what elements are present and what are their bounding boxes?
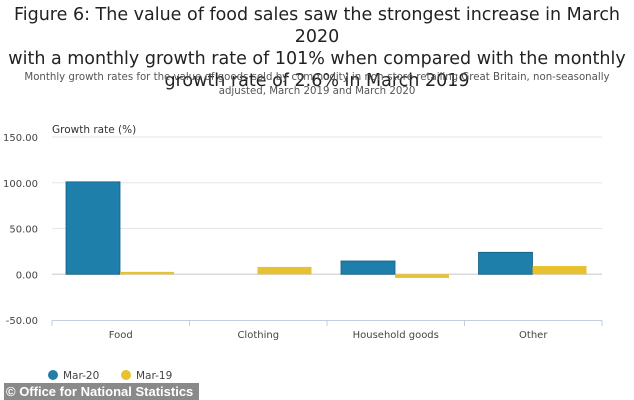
- y-axis-label: Growth rate (%): [52, 124, 136, 136]
- subtitle-line: Monthly growth rates for the value of go…: [24, 72, 610, 83]
- x-tick-label: Clothing: [237, 330, 279, 341]
- bar-mar-20-other: [478, 251, 533, 275]
- legend-marker: [121, 370, 131, 380]
- y-tick-label: 100.00: [3, 179, 38, 190]
- title-line: Figure 6: The value of food sales saw th…: [13, 5, 621, 47]
- bar-mar-19-food: [120, 271, 174, 275]
- legend-marker: [48, 370, 58, 380]
- bar-mar-20-household-goods: [340, 260, 396, 275]
- credit-label: © Office for National Statistics: [4, 383, 200, 400]
- y-axis-ticks: 150.00 100.00 50.00 0.00 -50.00: [3, 133, 38, 327]
- title-line: growth rate of 2.6% in March 2019: [164, 71, 470, 91]
- y-tick-label: 150.00: [3, 133, 38, 144]
- y-tick-label: -50.00: [6, 316, 38, 327]
- y-tick-label: 50.00: [9, 225, 38, 236]
- bar-mar-19-clothing: [257, 266, 312, 275]
- chart-title: Figure 6: The value of food sales saw th…: [0, 4, 634, 92]
- subtitle-line: adjusted, March 2019 and March 2020: [218, 86, 416, 97]
- legend: Mar-20 Mar-19: [48, 370, 172, 382]
- x-tick-label: Food: [109, 330, 133, 341]
- x-axis: Food Clothing Household goods Other: [51, 320, 603, 341]
- chart-subtitle: Monthly growth rates for the value of go…: [10, 71, 624, 99]
- bar-mar-19-other: [532, 266, 587, 275]
- legend-label: Mar-19: [136, 370, 172, 382]
- legend-label: Mar-20: [63, 370, 99, 382]
- bar-mar-19-household-goods: [395, 274, 449, 278]
- y-tick-label: 0.00: [16, 270, 38, 281]
- bar-mar-20-food: [65, 181, 121, 275]
- x-tick-label: Household goods: [353, 330, 439, 341]
- x-tick-label: Other: [519, 330, 548, 341]
- bar-chart: 150.00 100.00 50.00 0.00 -50.00 Growth rate …: [3, 124, 603, 382]
- bars: [65, 181, 587, 278]
- title-line: with a monthly growth rate of 101% when …: [8, 49, 626, 69]
